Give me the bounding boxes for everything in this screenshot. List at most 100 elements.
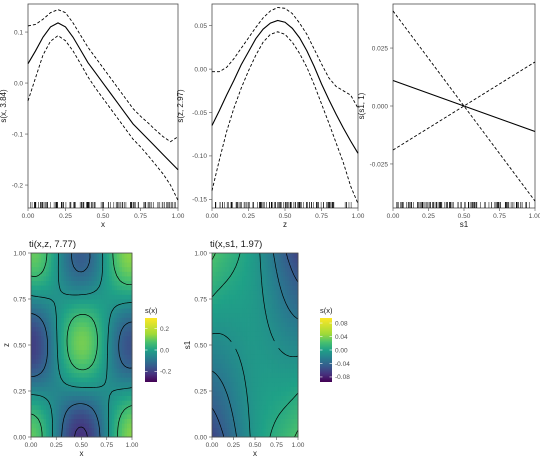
- heatmap-cell: [71, 358, 75, 364]
- heatmap-cell: [56, 400, 60, 406]
- heatmap-cell: [246, 257, 249, 263]
- heatmap-cell: [89, 414, 92, 419]
- colorbar-tick-label: -0.2: [160, 369, 172, 376]
- heatmap-cell: [242, 326, 245, 332]
- heatmap-cell: [104, 253, 108, 258]
- colorbar-gradient: [145, 318, 157, 382]
- heatmap-cell: [121, 271, 125, 277]
- heatmap-cell: [71, 257, 75, 263]
- heatmap-cell: [289, 308, 292, 314]
- heatmap-cell: [255, 381, 258, 387]
- heatmap-cell: [263, 409, 267, 415]
- heatmap-cell: [63, 354, 67, 360]
- heatmap-cell: [222, 262, 226, 268]
- heatmap-cell: [76, 289, 80, 295]
- heatmap-cell: [218, 326, 221, 332]
- x-tick-label: 1.00: [126, 442, 139, 449]
- heatmap-cell: [121, 289, 125, 295]
- heatmap-cell: [265, 404, 269, 410]
- heatmap-cell: [31, 280, 34, 286]
- heatmap-cell: [220, 331, 224, 337]
- heatmap-cell: [84, 345, 87, 350]
- heatmap-cell: [235, 404, 239, 410]
- heatmap-cell: [114, 423, 118, 429]
- heatmap-cell: [259, 427, 262, 433]
- heatmap-cell: [267, 395, 271, 401]
- heatmap-cell: [220, 294, 224, 300]
- heatmap-cell: [33, 381, 37, 387]
- heatmap-cell: [280, 322, 284, 327]
- heatmap-cell: [48, 285, 52, 291]
- heatmap-cell: [267, 404, 271, 410]
- heatmap-cell: [119, 391, 123, 396]
- heatmap-cell: [129, 340, 133, 346]
- heatmap-cell: [244, 308, 247, 314]
- heatmap-cell: [53, 395, 57, 401]
- heatmap-cell: [287, 322, 290, 327]
- heatmap-cell: [250, 335, 254, 341]
- panel-smooth-z: 0.00 0.25 0.50 0.75 1.00-0.15-0.10-0.050.000…: [176, 3, 365, 229]
- panel-smooth-s1: 0.00 0.25 0.50 0.75 1.00-0.0250.0000.025s1s(…: [357, 3, 540, 229]
- heatmap-cell: [261, 335, 264, 341]
- heatmap-cell: [106, 262, 110, 268]
- heatmap-cell: [109, 345, 113, 350]
- heatmap-cell: [280, 276, 284, 281]
- heatmap-cell: [46, 368, 50, 373]
- heatmap-cell: [109, 354, 113, 360]
- heatmap-cell: [282, 414, 286, 419]
- heatmap-cell: [289, 358, 292, 364]
- heatmap-cell: [239, 358, 243, 364]
- heatmap-cell: [270, 303, 273, 309]
- heatmap-cell: [68, 345, 72, 350]
- heatmap-cell: [68, 349, 72, 355]
- heatmap-cell: [231, 409, 234, 415]
- heatmap-cell: [96, 303, 100, 309]
- heatmap-cell: [86, 257, 90, 263]
- heatmap-cell: [129, 358, 133, 364]
- heatmap-cell: [36, 303, 39, 309]
- heatmap-cell: [124, 280, 128, 286]
- heatmap-cell: [282, 368, 286, 373]
- heatmap-cell: [66, 285, 70, 291]
- heatmap-cell: [231, 395, 234, 401]
- heatmap-cell: [94, 257, 98, 263]
- heatmap-cell: [58, 358, 62, 364]
- heatmap-cell: [224, 331, 228, 337]
- heatmap-cell: [295, 317, 299, 323]
- heatmap-cell: [36, 308, 39, 314]
- heatmap-cell: [94, 322, 98, 327]
- heatmap-cell: [86, 400, 90, 406]
- heatmap-cell: [242, 381, 245, 387]
- heatmap-cell: [261, 322, 264, 327]
- heatmap-cell: [291, 427, 295, 433]
- heatmap-cell: [41, 432, 45, 438]
- heatmap-cell: [237, 400, 241, 406]
- heatmap-cell: [257, 409, 260, 415]
- heatmap-cell: [278, 423, 282, 429]
- heatmap-cell: [239, 312, 243, 318]
- heatmap-cell: [265, 414, 269, 419]
- heatmap-cell: [81, 280, 85, 286]
- heatmap-cell: [255, 414, 258, 419]
- heatmap-cell: [84, 414, 87, 419]
- heatmap-cell: [114, 253, 118, 258]
- heatmap-cell: [212, 372, 215, 378]
- heatmap-cell: [274, 271, 277, 277]
- heatmap-cell: [276, 322, 280, 327]
- heatmap-cell: [276, 423, 280, 429]
- heatmap-cell: [252, 276, 256, 281]
- heatmap-cell: [227, 386, 230, 392]
- colorbar: s(x)0.20.0-0.2: [145, 306, 172, 382]
- heatmap-cell: [48, 276, 52, 281]
- heatmap-cell: [48, 326, 52, 332]
- heatmap-cell: [246, 409, 249, 415]
- heatmap-cell: [53, 271, 57, 277]
- heatmap-cell: [56, 303, 60, 309]
- heatmap-cell: [214, 289, 217, 295]
- heatmap-cell: [121, 404, 125, 410]
- heatmap-cell: [61, 276, 65, 281]
- heatmap-cell: [78, 331, 82, 337]
- heatmap-cell: [239, 372, 243, 378]
- heatmap-cell: [222, 285, 226, 291]
- heatmap-cell: [116, 299, 120, 304]
